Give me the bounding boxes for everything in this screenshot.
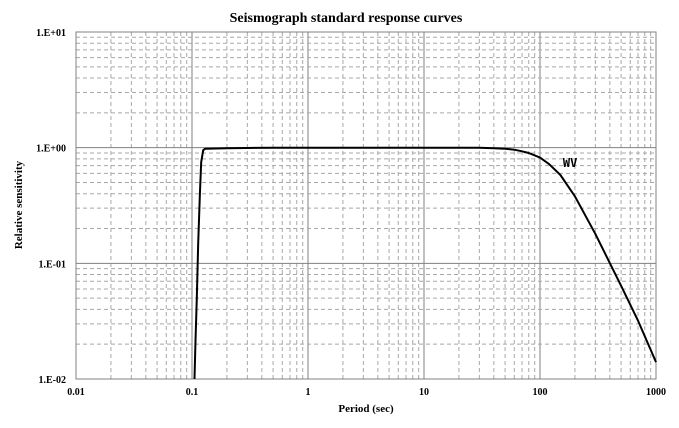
- grid: [75, 31, 657, 380]
- y-axis-label: Relative sensitivity: [13, 160, 25, 249]
- y-tick-label: 1.E+00: [36, 144, 66, 155]
- series-line-wv: [193, 146, 657, 380]
- x-tick-label: 0.1: [186, 387, 199, 398]
- x-tick-label: 1000: [646, 387, 666, 398]
- series-layer: WV: [193, 146, 657, 380]
- y-tick-label: 1.E-01: [39, 259, 67, 270]
- y-tick-label: 1.E+01: [36, 28, 66, 39]
- x-tick-label: 100: [533, 387, 548, 398]
- x-tick-label: 10: [419, 387, 429, 398]
- plot-frame: [75, 31, 657, 380]
- chart-title: Seismograph standard response curves: [230, 11, 463, 26]
- series-label-wv: WV: [563, 156, 577, 170]
- x-tick-label: 0.01: [67, 387, 85, 398]
- tick-labels: 0.01 0.1 1 10 100 1000 1.E-02 1.E-01 1.E+00 1.E+0…: [36, 28, 666, 398]
- y-tick-label: 1.E-02: [39, 375, 67, 386]
- x-tick-label: 1: [306, 387, 311, 398]
- x-axis-label: Period (sec): [338, 403, 394, 415]
